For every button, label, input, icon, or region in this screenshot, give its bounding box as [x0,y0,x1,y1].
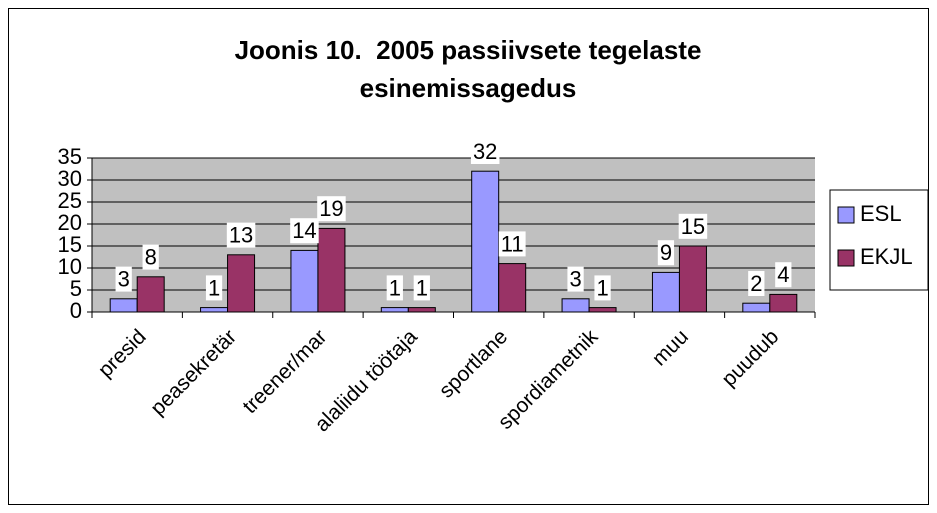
bar [109,298,138,313]
bar [769,293,798,313]
bar [227,254,256,313]
legend-label: ESL [860,201,902,226]
y-tick-label: 25 [58,188,82,213]
data-label: 13 [229,223,253,248]
data-label-bg [498,231,526,257]
data-label-bg [678,213,708,239]
data-label: 1 [416,275,428,300]
legend-swatch [837,206,855,224]
y-tick-label: 10 [58,254,82,279]
data-label-bg [226,222,256,248]
bar [651,271,680,313]
data-label-bg [470,139,500,165]
data-label-bg [115,266,132,292]
chart-title: esinemissagedus [360,73,577,103]
bar [742,302,771,313]
data-label-bg [290,218,319,244]
data-label-bg [142,244,159,270]
data-label: 11 [501,231,524,256]
bar [561,298,590,313]
bar [136,276,165,313]
data-label: 2 [750,271,762,296]
y-tick-label: 0 [70,298,82,323]
y-tick-label: 35 [58,144,82,169]
data-label-bg [205,275,223,301]
data-label-bg [594,275,611,301]
bar [588,307,617,313]
data-label: 4 [777,262,789,287]
data-label: 3 [569,267,581,292]
y-tick-label: 5 [70,276,82,301]
data-label: 19 [319,196,343,221]
y-tick-label: 20 [58,210,82,235]
data-label: 9 [660,240,672,265]
data-label: 14 [292,218,316,243]
data-label: 1 [389,275,401,300]
data-label-bg [386,275,403,301]
bar [407,307,436,313]
bar [380,307,409,313]
data-label: 8 [145,245,157,270]
data-label: 1 [596,275,608,300]
data-label-bg [657,240,675,266]
legend-swatch [837,249,855,267]
data-label: 1 [208,275,220,300]
y-tick-label: 30 [58,166,82,191]
data-label-bg [748,271,765,297]
data-label-bg [567,266,584,292]
chart-title: Joonis 10. 2005 passiivsete tegelaste [235,35,702,65]
bar [290,249,319,313]
data-label-bg [413,275,430,301]
data-label: 3 [118,267,130,292]
legend-label: EKJL [860,244,913,269]
data-label: 32 [473,139,497,164]
bar [200,307,229,313]
data-label: 15 [681,214,705,239]
bar [498,263,527,313]
bar [678,245,707,313]
data-label-bg [775,262,792,288]
bar [471,170,500,313]
y-tick-label: 15 [58,232,82,257]
data-label-bg [317,196,346,222]
bar [317,227,346,313]
